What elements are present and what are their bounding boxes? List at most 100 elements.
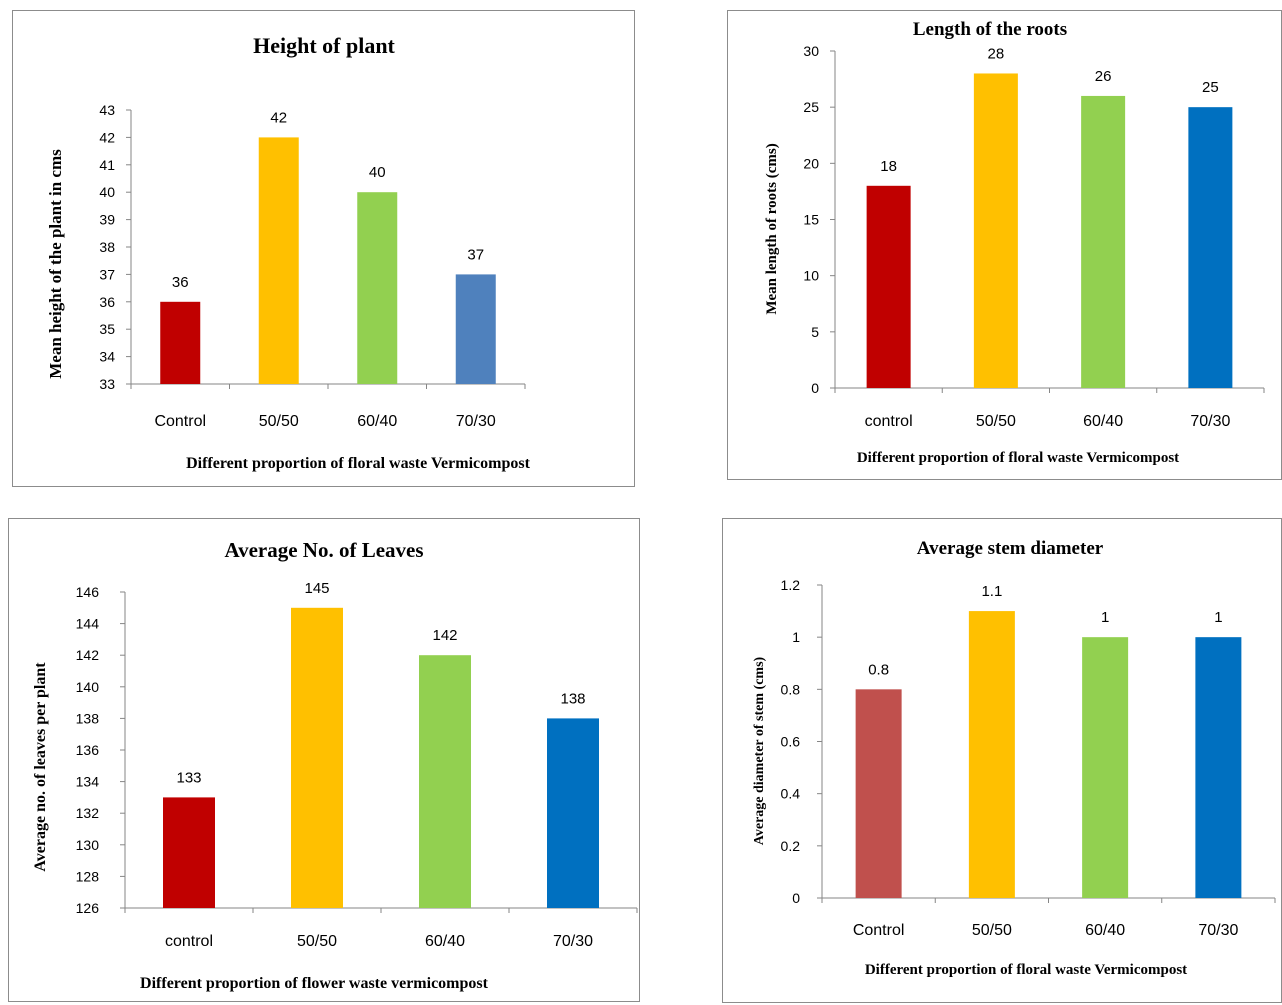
x-axis-title: Different proportion of floral waste Ver… (186, 455, 530, 472)
y-tick-label: 34 (99, 349, 115, 365)
category-label: 60/40 (1085, 922, 1125, 939)
y-tick-label: 33 (99, 376, 115, 392)
y-tick-label: 144 (76, 616, 100, 632)
y-tick-label: 1 (792, 629, 800, 645)
bar-50-50 (968, 611, 1015, 898)
bar-70-30 (1195, 637, 1242, 898)
y-tick-label: 138 (76, 710, 100, 726)
y-tick-label: 40 (99, 184, 115, 200)
data-label: 40 (369, 164, 386, 181)
data-label: 1 (1214, 609, 1222, 626)
y-tick-label: 130 (76, 837, 100, 853)
category-label: 50/50 (972, 922, 1012, 939)
y-tick-label: 142 (76, 647, 100, 663)
data-label: 145 (304, 580, 329, 597)
chart-svg-height-of-plant: Height of plant Mean height of the plant… (46, 33, 531, 472)
y-tick-label: 38 (99, 239, 115, 255)
category-label: 50/50 (297, 933, 337, 950)
bar-70-30 (455, 274, 496, 384)
bar-control (866, 185, 911, 388)
data-label: 138 (560, 690, 585, 707)
y-tick-label: 15 (803, 212, 819, 228)
y-tick-label: 0 (792, 890, 800, 906)
data-label: 133 (176, 769, 201, 786)
category-label: 70/30 (1190, 413, 1230, 430)
y-axis-title: Average no. of leaves per plant (32, 662, 49, 872)
y-tick-label: 126 (76, 900, 100, 916)
y-tick-label: 136 (76, 742, 100, 758)
bar-50-50 (973, 73, 1018, 388)
y-tick-label: 0 (811, 380, 819, 396)
y-tick-label: 0.8 (781, 681, 801, 697)
category-label: control (865, 413, 913, 430)
chart-panel-average-leaves: Average No. of Leaves Average no. of lea… (8, 518, 640, 1002)
data-label: 1 (1101, 609, 1109, 626)
bar-control (160, 301, 201, 384)
y-tick-label: 128 (76, 868, 100, 884)
category-label: 50/50 (976, 413, 1016, 430)
y-tick-label: 39 (99, 212, 115, 228)
data-label: 37 (467, 246, 484, 263)
y-tick-label: 42 (99, 129, 115, 145)
chart-title: Height of plant (253, 33, 395, 58)
data-label: 18 (880, 158, 897, 175)
category-label: 60/40 (425, 933, 465, 950)
category-label: Control (154, 413, 206, 430)
chart-panel-length-of-roots: Length of the roots Mean length of roots… (727, 10, 1282, 480)
chart-panel-stem-diameter: Average stem diameter Average diameter o… (722, 518, 1282, 1003)
y-tick-label: 0.2 (781, 838, 801, 854)
data-label: 28 (988, 45, 1005, 62)
bar-70-30 (1188, 107, 1233, 389)
data-label: 26 (1095, 68, 1112, 85)
y-tick-label: 35 (99, 321, 115, 337)
bar-50-50 (258, 137, 299, 384)
bar-60-40 (419, 655, 471, 908)
y-axis-title: Average diameter of stem (cms) (752, 656, 767, 845)
y-tick-label: 0.4 (781, 786, 801, 802)
data-label: 142 (432, 627, 457, 644)
category-label: 70/30 (456, 413, 496, 430)
x-axis-title: Different proportion of flower waste ver… (140, 975, 489, 992)
category-label: 60/40 (357, 413, 397, 430)
bar-70-30 (547, 718, 599, 908)
y-tick-label: 20 (803, 155, 819, 171)
data-label: 25 (1202, 79, 1219, 96)
category-label: 70/30 (1198, 922, 1238, 939)
data-label: 42 (270, 109, 287, 126)
bar-60-40 (1082, 637, 1129, 898)
y-tick-label: 30 (803, 43, 819, 59)
y-tick-label: 146 (76, 584, 100, 600)
category-label: 50/50 (259, 413, 299, 430)
y-tick-label: 134 (76, 774, 100, 790)
y-axis-title: Mean height of the plant in cms (46, 149, 65, 379)
y-tick-label: 37 (99, 266, 115, 282)
y-tick-label: 36 (99, 294, 115, 310)
category-label: 70/30 (553, 933, 593, 950)
category-label: control (165, 933, 213, 950)
y-tick-label: 25 (803, 99, 819, 115)
y-tick-label: 41 (99, 157, 115, 173)
y-tick-label: 1.2 (781, 577, 801, 593)
bar-50-50 (291, 607, 343, 908)
chart-svg-average-leaves: Average No. of Leaves Average no. of lea… (32, 538, 638, 992)
y-tick-label: 5 (811, 324, 819, 340)
y-tick-label: 140 (76, 679, 100, 695)
y-tick-label: 0.6 (781, 734, 801, 750)
bar-60-40 (1081, 95, 1126, 388)
y-tick-label: 43 (99, 102, 115, 118)
chart-svg-length-of-roots: Length of the roots Mean length of roots… (764, 19, 1265, 466)
data-label: 36 (172, 274, 189, 291)
y-tick-label: 10 (803, 268, 819, 284)
data-label: 1.1 (981, 583, 1002, 600)
x-axis-title: Different proportion of floral waste Ver… (865, 962, 1187, 978)
y-tick-label: 132 (76, 805, 100, 821)
chart-panel-height-of-plant: Height of plant Mean height of the plant… (12, 10, 635, 487)
chart-svg-stem-diameter: Average stem diameter Average diameter o… (752, 538, 1276, 978)
chart-title: Average No. of Leaves (224, 538, 423, 562)
bar-control (163, 797, 215, 908)
bar-60-40 (357, 192, 398, 384)
chart-title: Average stem diameter (917, 538, 1104, 559)
bar-control (855, 689, 902, 898)
y-axis-title: Mean length of roots (cms) (764, 143, 780, 314)
category-label: 60/40 (1083, 413, 1123, 430)
